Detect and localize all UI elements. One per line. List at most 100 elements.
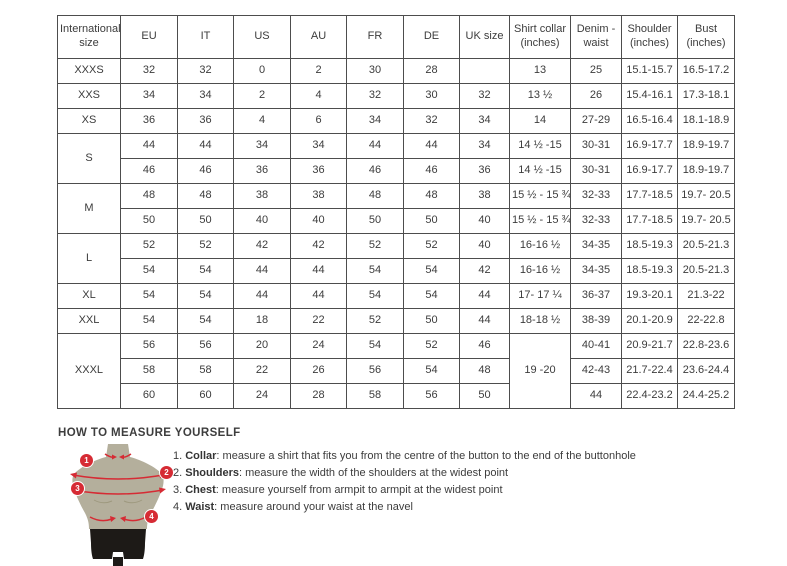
table-cell: 4	[290, 83, 347, 109]
table-cell: 32	[177, 58, 234, 84]
table-cell: 34	[120, 83, 178, 109]
table-cell: 32	[346, 83, 404, 109]
table-cell: 44	[459, 283, 510, 309]
table-cell: 20.1-20.9	[621, 308, 678, 334]
column-header: Bust (inches)	[677, 15, 735, 59]
table-cell: 32-33	[570, 208, 622, 234]
table-cell: 26	[570, 83, 622, 109]
table-cell: 54	[346, 333, 404, 359]
figure-marker-chest: 3	[71, 482, 84, 495]
table-cell: 30-31	[570, 133, 622, 159]
table-cell: 14	[509, 108, 571, 134]
table-cell: 16.9-17.7	[621, 133, 678, 159]
measure-section-heading: HOW TO MEASURE YOURSELF	[58, 427, 241, 439]
table-cell: 54	[346, 283, 404, 309]
table-cell: 56	[346, 358, 404, 384]
measure-step-chest: 3. Chest: measure yourself from armpit t…	[173, 484, 503, 496]
table-cell: 18.9-19.7	[677, 158, 735, 184]
table-cell: 32-33	[570, 183, 622, 209]
table-row: 50 50 40 40 50 50 40 15 ½ - 15 ¾ 32-33 1…	[58, 208, 735, 234]
table-cell: 25	[570, 58, 622, 84]
table-cell: 50	[403, 308, 460, 334]
measure-step-shoulders: 2. Shoulders: measure the width of the s…	[173, 467, 509, 479]
table-cell: 38	[233, 183, 291, 209]
table-cell: 56	[177, 333, 234, 359]
figure-marker-shoulders: 2	[160, 466, 173, 479]
size-label-cell: XXL	[57, 308, 121, 334]
table-cell: 38	[290, 183, 347, 209]
table-cell: 60	[120, 383, 178, 409]
size-chart-table: International size EU IT US AU FR DE UK …	[57, 15, 735, 409]
table-cell: 52	[346, 308, 404, 334]
table-cell: 54	[403, 358, 460, 384]
table-cell: 34	[459, 108, 510, 134]
table-row: XS 36 36 4 6 34 32 34 14 27-29 16.5-16.4…	[57, 108, 735, 134]
table-cell: 22	[233, 358, 291, 384]
table-cell: 19.7- 20.5	[677, 208, 735, 234]
waist-measure-arrows	[89, 516, 147, 522]
figure-marker-waist: 4	[145, 510, 158, 523]
table-cell: 48	[403, 183, 460, 209]
torso-shape	[72, 444, 164, 529]
table-cell: 17.3-18.1	[677, 83, 735, 109]
size-label-cell: XS	[57, 108, 121, 134]
table-cell: 34	[346, 108, 404, 134]
table-row: XXXS 32 32 0 2 30 28 13 25 15.1-15.7 16.…	[57, 58, 735, 84]
table-cell: 46	[177, 158, 234, 184]
table-cell: 42-43	[570, 358, 622, 384]
table-cell: 24	[233, 383, 291, 409]
table-cell: 36	[177, 108, 234, 134]
table-cell: 32	[459, 83, 510, 109]
table-cell: 46	[120, 158, 178, 184]
table-cell: 24.4-25.2	[677, 383, 735, 409]
table-cell: 54	[177, 308, 234, 334]
table-cell: 44	[403, 133, 460, 159]
table-cell: 17.7-18.5	[621, 183, 678, 209]
table-cell: 56	[120, 333, 178, 359]
table-cell: 22.4-23.2	[621, 383, 678, 409]
table-cell: 44	[346, 133, 404, 159]
table-row: XXS 34 34 2 4 32 30 32 13 ½ 26 15.4-16.1…	[57, 83, 735, 109]
table-cell: 15.1-15.7	[621, 58, 678, 84]
table-cell: 18.5-19.3	[621, 233, 678, 259]
table-cell: 44	[120, 133, 178, 159]
table-cell: 46	[459, 333, 510, 359]
table-cell: 54	[346, 258, 404, 284]
table-cell: 50	[346, 208, 404, 234]
column-header: International size	[57, 15, 121, 59]
table-cell: 48	[459, 358, 510, 384]
table-cell: 50	[177, 208, 234, 234]
column-header: Shirt collar (inches)	[509, 15, 571, 59]
table-cell: 60	[177, 383, 234, 409]
table-cell: 54	[120, 258, 178, 284]
table-cell: 16.5-17.2	[677, 58, 735, 84]
table-cell: 16-16 ½	[509, 258, 571, 284]
table-row: L 52 52 42 42 52 52 40 16-16 ½ 34-35 18.…	[57, 233, 735, 284]
table-cell: 16-16 ½	[509, 233, 571, 259]
table-cell: 36	[233, 158, 291, 184]
table-cell: 34	[290, 133, 347, 159]
table-cell: 44	[290, 283, 347, 309]
header-row: International size EU IT US AU FR DE UK …	[57, 15, 735, 59]
size-label-cell: XXXL	[57, 333, 121, 409]
table-cell: 54	[403, 283, 460, 309]
collar-arrowhead-left	[112, 454, 117, 460]
waist-arrowhead-right	[120, 516, 126, 522]
column-header: AU	[290, 15, 347, 59]
table-cell: 36	[290, 158, 347, 184]
table-row: XXXL 56 56 20 24 54 52 46 19 -20 40-41 2…	[57, 333, 735, 409]
column-header: UK size	[459, 15, 510, 59]
table-cell: 32	[403, 108, 460, 134]
table-cell: 30	[346, 58, 404, 84]
size-label-cell: M	[57, 183, 121, 234]
table-cell: 50	[120, 208, 178, 234]
table-cell: 15.4-16.1	[621, 83, 678, 109]
table-cell: 44	[233, 283, 291, 309]
table-cell: 15 ½ - 15 ¾	[509, 208, 571, 234]
table-cell: 44	[459, 308, 510, 334]
column-header: Shoulder (inches)	[621, 15, 678, 59]
table-cell: 54	[177, 258, 234, 284]
table-cell: 48	[120, 183, 178, 209]
table-cell: 20.5-21.3	[677, 258, 735, 284]
table-cell: 32	[120, 58, 178, 84]
